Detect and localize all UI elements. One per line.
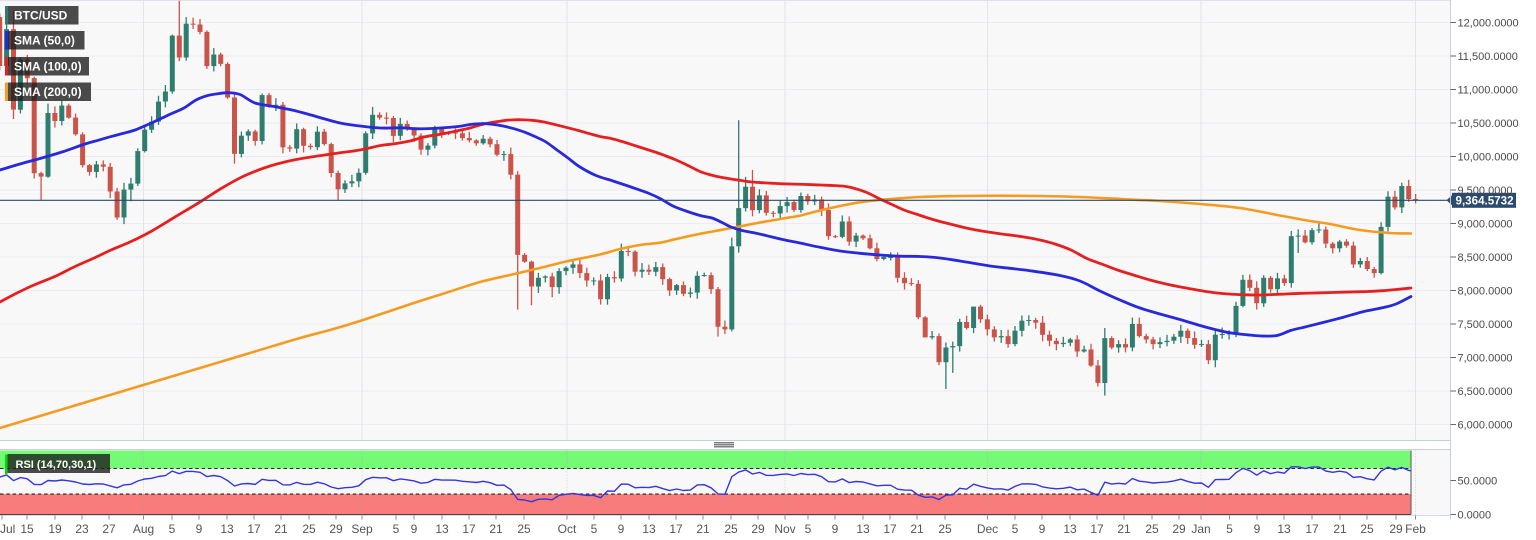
svg-text:10,000.0000: 10,000.0000: [1458, 151, 1519, 163]
svg-text:15: 15: [20, 522, 34, 536]
svg-text:7,500.0000: 7,500.0000: [1458, 319, 1513, 331]
svg-text:25: 25: [938, 522, 952, 536]
svg-text:21: 21: [696, 522, 710, 536]
svg-text:5: 5: [1226, 522, 1233, 536]
svg-text:9: 9: [618, 522, 625, 536]
svg-text:5: 5: [591, 522, 598, 536]
svg-text:13: 13: [1063, 522, 1077, 536]
svg-text:17: 17: [247, 522, 261, 536]
svg-text:Jan: Jan: [1191, 522, 1210, 536]
svg-text:13: 13: [856, 522, 870, 536]
svg-text:0.0000: 0.0000: [1458, 509, 1492, 521]
svg-text:17: 17: [462, 522, 476, 536]
svg-text:10,500.0000: 10,500.0000: [1458, 118, 1519, 130]
svg-text:Dec: Dec: [977, 522, 998, 536]
svg-text:21: 21: [274, 522, 288, 536]
svg-text:5: 5: [1012, 522, 1019, 536]
svg-text:5: 5: [393, 522, 400, 536]
svg-text:21: 21: [489, 522, 503, 536]
svg-text:SMA (100,0): SMA (100,0): [14, 60, 82, 74]
svg-text:13: 13: [1277, 522, 1291, 536]
svg-text:13: 13: [642, 522, 656, 536]
svg-text:29: 29: [1389, 522, 1403, 536]
svg-text:13: 13: [435, 522, 449, 536]
svg-text:25: 25: [302, 522, 316, 536]
svg-text:5: 5: [169, 522, 176, 536]
svg-text:29: 29: [1172, 522, 1186, 536]
svg-text:17: 17: [1090, 522, 1104, 536]
svg-text:9,000.0000: 9,000.0000: [1458, 218, 1513, 230]
svg-text:12,000.0000: 12,000.0000: [1458, 17, 1519, 29]
svg-text:Nov: Nov: [774, 522, 795, 536]
svg-text:11,000.0000: 11,000.0000: [1458, 84, 1518, 96]
svg-text:8,000.0000: 8,000.0000: [1458, 285, 1513, 297]
svg-text:Jul: Jul: [0, 522, 15, 536]
svg-text:25: 25: [1145, 522, 1159, 536]
svg-text:BTC/USD: BTC/USD: [14, 9, 68, 23]
svg-text:17: 17: [1305, 522, 1319, 536]
svg-text:29: 29: [751, 522, 765, 536]
svg-text:9: 9: [196, 522, 203, 536]
svg-text:13: 13: [220, 522, 234, 536]
svg-text:Oct: Oct: [558, 522, 577, 536]
svg-text:9: 9: [1039, 522, 1046, 536]
svg-text:25: 25: [517, 522, 531, 536]
svg-text:5: 5: [805, 522, 812, 536]
svg-text:6,500.0000: 6,500.0000: [1458, 386, 1513, 398]
svg-text:SMA (200,0): SMA (200,0): [14, 85, 82, 99]
svg-text:27: 27: [102, 522, 116, 536]
svg-text:21: 21: [910, 522, 924, 536]
svg-text:Sep: Sep: [351, 522, 373, 536]
svg-text:25: 25: [1360, 522, 1374, 536]
svg-text:Feb: Feb: [1405, 522, 1426, 536]
svg-text:19: 19: [48, 522, 62, 536]
svg-text:17: 17: [669, 522, 683, 536]
svg-text:29: 29: [329, 522, 343, 536]
svg-text:25: 25: [724, 522, 738, 536]
svg-text:21: 21: [1117, 522, 1131, 536]
svg-text:RSI (14,70,30,1): RSI (14,70,30,1): [16, 459, 97, 471]
svg-text:9: 9: [832, 522, 839, 536]
svg-text:8,500.0000: 8,500.0000: [1458, 252, 1513, 264]
svg-text:9,364.5732: 9,364.5732: [1456, 194, 1514, 207]
svg-text:Aug: Aug: [133, 522, 154, 536]
svg-text:23: 23: [75, 522, 89, 536]
svg-text:21: 21: [1333, 522, 1347, 536]
svg-text:50.0000: 50.0000: [1458, 475, 1498, 487]
svg-text:SMA (50,0): SMA (50,0): [14, 34, 75, 48]
svg-text:6,000.0000: 6,000.0000: [1458, 419, 1513, 431]
svg-text:9: 9: [411, 522, 418, 536]
svg-text:17: 17: [883, 522, 897, 536]
svg-text:9,500.0000: 9,500.0000: [1458, 185, 1513, 197]
svg-text:9: 9: [1254, 522, 1261, 536]
svg-text:7,000.0000: 7,000.0000: [1458, 352, 1513, 364]
svg-text:11,500.0000: 11,500.0000: [1458, 51, 1518, 63]
